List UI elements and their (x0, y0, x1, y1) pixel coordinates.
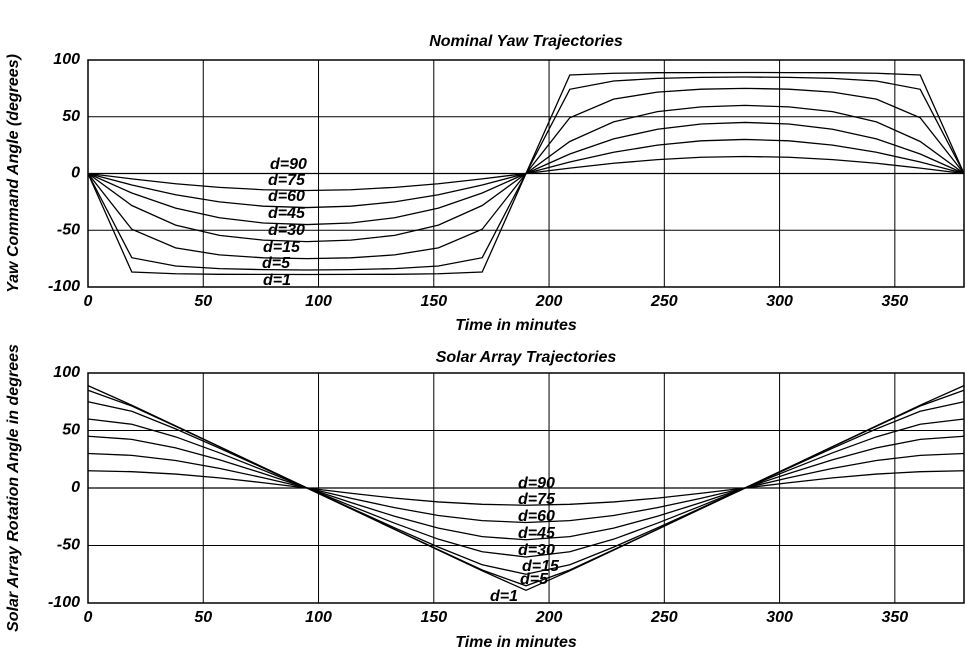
x-axis-label: Time in minutes (455, 317, 577, 334)
y-tick-label: -100 (48, 278, 80, 295)
curve-label: d=60 (518, 508, 555, 525)
line-series (87, 401, 965, 575)
x-tick-label: 0 (84, 293, 93, 310)
line-series (87, 470, 965, 506)
curve-label: d=45 (268, 205, 306, 222)
curve-label: d=90 (518, 475, 555, 492)
y-axis-label: Yaw Command Angle (degrees) (5, 54, 22, 293)
y-tick-label: 0 (71, 165, 80, 182)
x-tick-label: 100 (305, 293, 332, 310)
chart-title: Nominal Yaw Trajectories (429, 33, 623, 50)
x-tick-label: 350 (881, 609, 908, 626)
curve-label: d=15 (263, 239, 301, 256)
y-tick-label: 100 (53, 364, 80, 381)
y-axis-label: Solar Array Rotation Angle in degrees (5, 344, 22, 632)
x-tick-label: 50 (194, 293, 212, 310)
x-tick-label: 350 (881, 293, 908, 310)
line-series (87, 389, 965, 587)
x-tick-label: 50 (194, 609, 212, 626)
curve-label: d=75 (268, 172, 306, 189)
x-tick-label: 100 (305, 609, 332, 626)
x-tick-label: 200 (535, 609, 563, 626)
x-tick-label: 150 (420, 609, 447, 626)
y-tick-label: 50 (62, 108, 80, 125)
y-tick-label: 100 (53, 51, 80, 68)
curve-label: d=1 (490, 588, 518, 605)
curve-label: d=45 (518, 525, 556, 542)
x-axis-label: Time in minutes (455, 634, 577, 651)
curve-label: d=5 (520, 571, 549, 588)
curve-label: d=60 (268, 188, 305, 205)
y-tick-label: -50 (57, 537, 80, 554)
x-tick-label: 250 (650, 609, 678, 626)
x-tick-label: 150 (420, 293, 447, 310)
line-series (87, 435, 965, 541)
curve-label: d=5 (262, 255, 291, 272)
y-tick-label: 0 (71, 479, 80, 496)
x-tick-label: 0 (84, 609, 93, 626)
curve-label: d=75 (518, 491, 556, 508)
chart-title: Solar Array Trajectories (436, 349, 617, 366)
line-series (87, 452, 965, 524)
y-tick-label: -100 (48, 594, 80, 611)
curve-label: d=15 (522, 558, 560, 575)
x-tick-label: 250 (650, 293, 678, 310)
curve-label: d=30 (268, 222, 305, 239)
x-tick-label: 200 (535, 293, 563, 310)
y-tick-label: 50 (62, 422, 80, 439)
line-series (87, 418, 965, 558)
curve-label: d=90 (270, 156, 307, 173)
curve-label: d=30 (518, 542, 555, 559)
curve-label: d=1 (263, 272, 291, 289)
x-tick-label: 300 (766, 609, 793, 626)
y-tick-label: -50 (57, 221, 80, 238)
x-tick-label: 300 (766, 293, 793, 310)
